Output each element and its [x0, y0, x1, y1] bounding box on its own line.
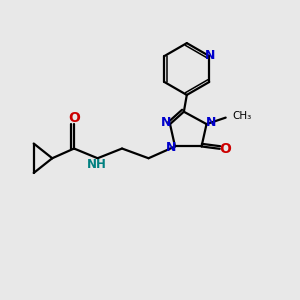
Text: N: N	[205, 49, 216, 62]
Text: NH: NH	[87, 158, 106, 171]
Text: N: N	[161, 116, 171, 129]
Text: O: O	[68, 111, 80, 124]
Text: O: O	[219, 142, 231, 156]
Text: CH₃: CH₃	[232, 111, 251, 121]
Text: N: N	[206, 116, 216, 129]
Text: N: N	[166, 141, 176, 154]
